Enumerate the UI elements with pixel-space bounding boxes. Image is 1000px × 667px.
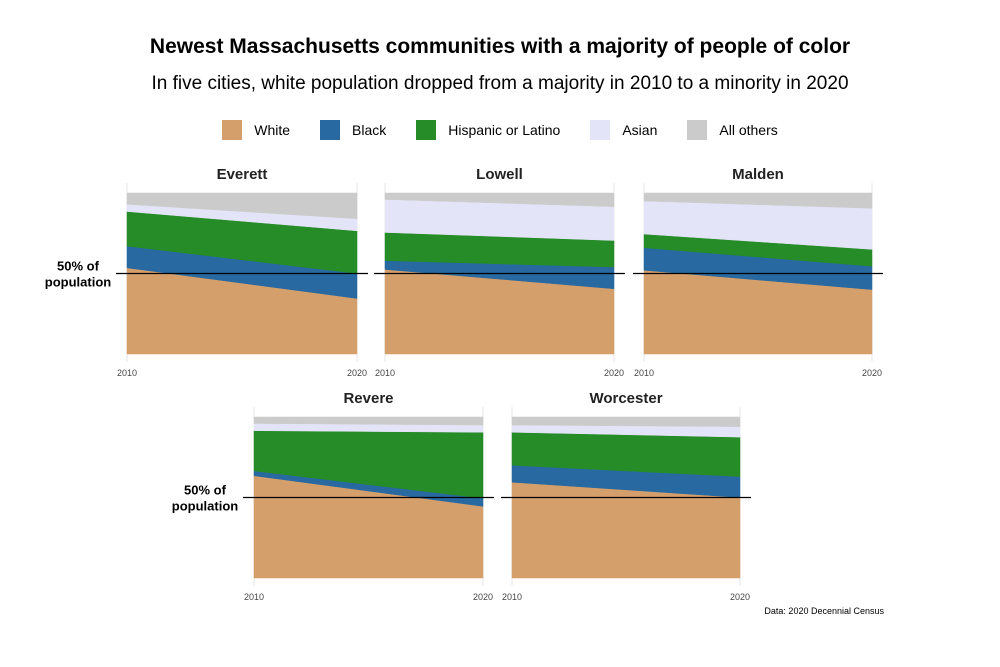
legend-item-others: All others <box>687 120 778 140</box>
x-tick-everett-2010: 2010 <box>117 368 137 378</box>
reference-label-row1-line2: population <box>45 275 111 290</box>
legend-item-black: Black <box>320 120 386 140</box>
area-lowell-all-others <box>384 192 615 207</box>
x-tick-malden-2010: 2010 <box>634 368 654 378</box>
legend-item-white: White <box>222 120 290 140</box>
data-source-caption: Data: 2020 Decennial Census <box>764 606 884 616</box>
legend-swatch-black <box>320 120 341 140</box>
legend-swatch-white <box>222 120 243 140</box>
reference-label-row2-line1: 50% of <box>184 483 227 498</box>
legend: White Black Hispanic or Latino Asian All… <box>0 120 1000 140</box>
x-tick-revere-2010: 2010 <box>244 592 264 602</box>
area-everett-all-others <box>126 192 358 220</box>
legend-label-white: White <box>254 122 291 138</box>
facet-title-revere: Revere <box>343 390 393 407</box>
area-malden-all-others <box>643 192 873 209</box>
legend-item-hispanic: Hispanic or Latino <box>416 120 560 140</box>
facet-title-lowell: Lowell <box>476 166 523 183</box>
area-worcester-all-others <box>511 416 741 427</box>
chart-title: Newest Massachusetts communities with a … <box>149 35 851 58</box>
x-tick-everett-2020: 2020 <box>347 368 367 378</box>
legend-swatch-others <box>687 120 708 140</box>
chart-subtitle: In five cities, white population dropped… <box>151 73 849 94</box>
x-tick-revere-2020: 2020 <box>473 592 493 602</box>
x-tick-malden-2020: 2020 <box>862 368 882 378</box>
legend-label-asian: Asian <box>622 122 658 138</box>
reference-label-row2-line2: population <box>172 499 238 514</box>
facet-title-worcester: Worcester <box>589 390 662 407</box>
x-tick-lowell-2020: 2020 <box>604 368 624 378</box>
facet-title-everett: Everett <box>217 166 268 183</box>
legend-label-others: All others <box>719 122 778 138</box>
legend-item-asian: Asian <box>590 120 657 140</box>
area-worcester-white <box>511 481 741 579</box>
legend-label-hispanic: Hispanic or Latino <box>448 122 561 138</box>
x-tick-lowell-2010: 2010 <box>375 368 395 378</box>
legend-swatch-asian <box>590 120 611 140</box>
legend-label-black: Black <box>352 122 387 138</box>
reference-label-row1-line1: 50% of <box>57 259 100 274</box>
x-tick-worcester-2010: 2010 <box>502 592 522 602</box>
facet-title-malden: Malden <box>732 166 784 183</box>
legend-swatch-hispanic <box>416 120 437 140</box>
x-tick-worcester-2020: 2020 <box>730 592 750 602</box>
area-revere-all-others <box>253 416 484 426</box>
